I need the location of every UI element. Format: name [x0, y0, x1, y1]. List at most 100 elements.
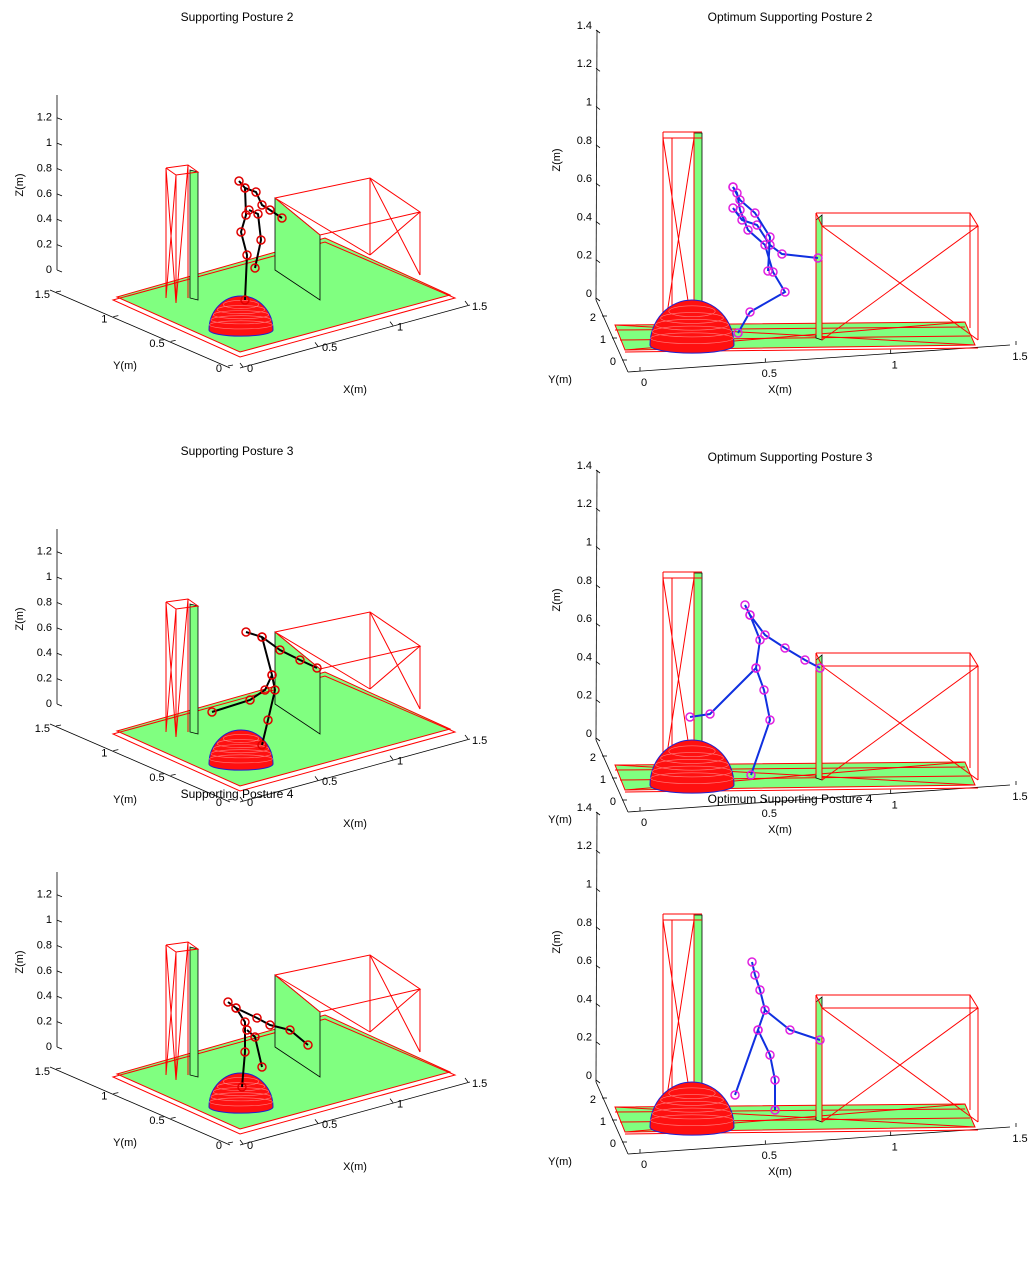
- y-axis-label: Y(m): [113, 794, 137, 806]
- box-edge: [370, 646, 420, 689]
- z-tick: [57, 895, 62, 897]
- z-tick: [57, 219, 62, 221]
- z-tick-label: 1.2: [37, 889, 52, 901]
- y-tick-label: 2: [590, 312, 596, 324]
- z-tick-label: 1: [586, 536, 592, 548]
- z-tick: [57, 704, 62, 706]
- x-axis-label: X(m): [768, 384, 792, 396]
- z-tick-label: 0.2: [577, 1032, 592, 1044]
- z-tick-label: 0.2: [37, 673, 52, 685]
- box-edge: [370, 212, 420, 255]
- z-axis-label: Z(m): [551, 588, 563, 611]
- box-edge: [816, 653, 978, 666]
- x-tick-label: 1.5: [1012, 1133, 1027, 1145]
- y-tick-label: 1: [600, 334, 606, 346]
- z-tick-label: 0.6: [37, 622, 52, 634]
- x-axis-label: X(m): [343, 1161, 367, 1173]
- skeleton: [765, 1010, 820, 1040]
- z-tick-label: 0.4: [37, 213, 52, 225]
- z-tick-label: 0.2: [577, 690, 592, 702]
- z-tick-label: 1: [586, 96, 592, 108]
- skeleton: [733, 187, 785, 333]
- z-tick: [57, 920, 62, 922]
- y-tick-label: 2: [590, 752, 596, 764]
- box-edge: [370, 612, 420, 709]
- x-axis-label: X(m): [768, 1166, 792, 1178]
- z-tick: [57, 1022, 62, 1024]
- x-tick-label: 0: [641, 1159, 647, 1171]
- y-tick: [113, 750, 118, 751]
- x-tick: [315, 1119, 318, 1123]
- pillar-side: [190, 604, 198, 734]
- z-tick-label: 1.2: [37, 112, 52, 124]
- x-tick: [465, 301, 468, 305]
- z-tick: [57, 270, 62, 272]
- z-tick: [57, 653, 62, 655]
- z-tick-label: 1: [46, 914, 52, 926]
- y-tick: [171, 774, 176, 775]
- z-tick-label: 0.8: [37, 596, 52, 608]
- z-tick-label: 0.6: [577, 955, 592, 967]
- z-tick: [57, 1047, 62, 1049]
- x-tick-label: 0: [641, 817, 647, 829]
- z-tick: [57, 552, 62, 554]
- x-axis-label: X(m): [768, 824, 792, 836]
- y-axis-label: Y(m): [548, 374, 572, 386]
- z-tick-label: 0.2: [37, 239, 52, 251]
- x-tick-label: 1.5: [472, 1078, 487, 1090]
- x-tick-label: 1.5: [1012, 791, 1027, 803]
- z-axis-label: Z(m): [551, 148, 563, 171]
- y-tick-label: 0.5: [149, 338, 164, 350]
- y-tick-label: 1: [600, 774, 606, 786]
- box-edge: [370, 989, 420, 1032]
- figure: Supporting Posture 2 0 0.2 0.4 0.6 0.8 1 1.2 0 0.…: [0, 0, 1034, 1272]
- x-tick-label: 0.5: [322, 342, 337, 354]
- z-tick-label: 1.4: [577, 802, 592, 814]
- x-tick: [315, 776, 318, 780]
- z-tick: [57, 143, 62, 145]
- z-tick-label: 0.4: [577, 211, 592, 223]
- x-axis-label: X(m): [343, 818, 367, 830]
- box-edge: [816, 213, 978, 226]
- y-tick: [171, 340, 176, 341]
- x-tick-label: 0: [641, 377, 647, 389]
- y-tick-label: 1.5: [35, 1066, 50, 1078]
- z-tick-label: 1.2: [37, 546, 52, 558]
- y-axis-label: Y(m): [548, 1156, 572, 1168]
- panel-title: Optimum Supporting Posture 2: [708, 10, 873, 24]
- panel-title: Optimum Supporting Posture 4: [708, 792, 873, 806]
- z-tick-label: 1: [46, 571, 52, 583]
- x-tick-label: 1.5: [472, 301, 487, 313]
- y-tick: [56, 1068, 61, 1069]
- y-tick-label: 1: [600, 1116, 606, 1128]
- y-tick-label: 0.5: [149, 1115, 164, 1127]
- z-tick-label: 0.6: [37, 965, 52, 977]
- y-axis-label: Y(m): [113, 360, 137, 372]
- z-tick: [57, 996, 62, 998]
- z-tick-label: 0.8: [577, 917, 592, 929]
- x-tick: [390, 756, 393, 760]
- z-tick: [57, 245, 62, 247]
- z-axis-label: Z(m): [14, 950, 26, 973]
- x-tick-label: 1: [397, 756, 403, 768]
- z-tick-label: 0: [46, 1041, 52, 1053]
- z-tick-label: 0.6: [577, 613, 592, 625]
- z-axis: [596, 30, 597, 300]
- z-tick: [57, 945, 62, 947]
- y-tick-label: 1: [101, 314, 107, 326]
- z-tick-label: 0: [586, 728, 592, 740]
- x-tick-label: 0: [247, 1140, 253, 1152]
- x-tick: [240, 363, 243, 367]
- z-tick: [57, 602, 62, 604]
- z-tick-label: 1.2: [577, 498, 592, 510]
- x-tick-label: 0: [247, 363, 253, 375]
- z-axis-label: Z(m): [551, 930, 563, 953]
- z-tick-label: 0.8: [577, 135, 592, 147]
- z-tick-label: 1.4: [577, 20, 592, 32]
- x-tick-label: 0.5: [762, 1150, 777, 1162]
- z-tick: [57, 118, 62, 120]
- pillar-side: [190, 170, 198, 300]
- y-tick: [228, 1142, 233, 1143]
- panel-title: Supporting Posture 2: [181, 10, 294, 24]
- y-tick-label: 0.5: [149, 772, 164, 784]
